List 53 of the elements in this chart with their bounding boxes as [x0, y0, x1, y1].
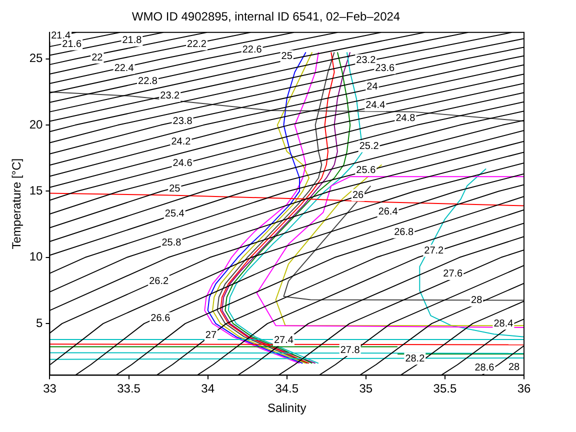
annotation: 27.2 [424, 246, 444, 257]
annotation: 22.6 [242, 44, 262, 56]
y-tick-label: 10 [29, 250, 44, 264]
x-tick-label: 35 [359, 382, 373, 396]
annotation: 24.6 [172, 158, 193, 170]
y-tick-label: 25 [29, 51, 44, 66]
x-axis-title: Salinity [268, 401, 306, 416]
y-tick-label: 20 [29, 117, 44, 132]
annotation: 23.6 [375, 62, 396, 74]
x-tick-label: 35.5 [433, 382, 457, 396]
annotation: 28.6 [474, 362, 495, 374]
annotation: 27 [205, 330, 217, 342]
annotation: 22.2 [187, 39, 207, 50]
annotation: 25.8 [162, 238, 182, 249]
annotation: 24.4 [366, 100, 386, 111]
annotation: 25.4 [164, 208, 185, 220]
annotation: 25 [169, 183, 181, 194]
annotation: 26 [352, 190, 364, 201]
x-tick-label: 33 [43, 382, 57, 396]
annotation: 28.2 [405, 353, 426, 364]
annotation: 27.6 [443, 268, 464, 280]
annotation: 23.8 [172, 116, 193, 127]
annotation: 21.8 [122, 35, 142, 46]
annotation: 26.8 [394, 227, 414, 238]
annotation: 24.2 [171, 136, 192, 148]
annotation: 25.6 [356, 164, 376, 176]
annotation: 28.4 [494, 318, 514, 330]
annotation: 23.2 [356, 54, 376, 66]
annotation: 22.8 [138, 76, 158, 88]
annotation: 28 [508, 362, 520, 373]
annotation: 22 [92, 52, 104, 64]
annotation: 23.2 [160, 90, 180, 102]
annotation: 28 [471, 295, 483, 306]
annotation: 21.4 [51, 30, 71, 42]
x-tick-label: 34 [201, 382, 215, 396]
y-tick-label: 5 [36, 316, 44, 330]
annotation: 22.4 [114, 62, 134, 74]
chart-title: WMO ID 4902895, internal ID 6541, 02–Feb–2024 [132, 10, 400, 24]
x-tick-label: 33.5 [117, 382, 141, 396]
annotation: 21.6 [62, 39, 82, 50]
annotation: 24.8 [396, 113, 416, 124]
annotation: 25 [281, 50, 293, 62]
x-tick-label: 36 [517, 382, 531, 396]
annotation: 27.4 [274, 334, 294, 346]
x-tick-label: 34.5 [275, 382, 299, 396]
y-axis-title: Temperature [°C] [10, 158, 24, 250]
annotation: 26.4 [378, 206, 398, 218]
annotation: 26.2 [149, 276, 169, 287]
annotation: 26.6 [150, 313, 171, 324]
y-tick-label: 15 [29, 184, 44, 198]
annotation: 27.8 [340, 344, 360, 356]
annotation: 25.2 [359, 140, 380, 152]
annotation: 24 [366, 81, 378, 92]
